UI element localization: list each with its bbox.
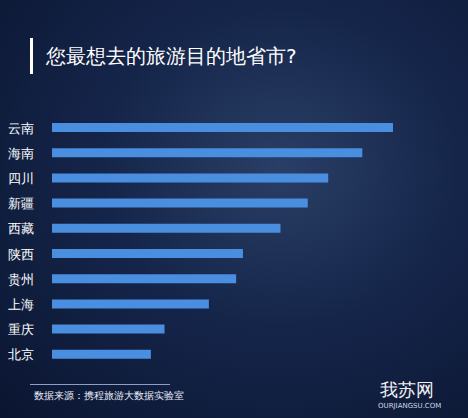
- svg-text:北京: 北京: [8, 347, 34, 362]
- svg-text:贵州: 贵州: [8, 272, 34, 287]
- svg-text:西藏: 西藏: [8, 221, 34, 236]
- html-text:您最想去的旅游目的地省市?: 您最想去的旅游目的地省市?: [46, 44, 297, 68]
- svg-text:陕西: 陕西: [8, 247, 34, 262]
- html-text:我苏网: 我苏网: [380, 379, 434, 400]
- svg-text:海南: 海南: [8, 146, 34, 161]
- svg-text:云南: 云南: [8, 121, 34, 136]
- svg-text:上海: 上海: [8, 297, 34, 312]
- svg-text:重庆: 重庆: [8, 322, 34, 337]
- html-text:OURJIANGSU.COM: OURJIANGSU.COM: [378, 402, 442, 410]
- html-text:数据来源：携程旅游大数据实验室: 数据来源：携程旅游大数据实验室: [34, 390, 184, 401]
- svg-text:新疆: 新疆: [8, 196, 34, 211]
- svg-text:四川: 四川: [8, 171, 34, 186]
